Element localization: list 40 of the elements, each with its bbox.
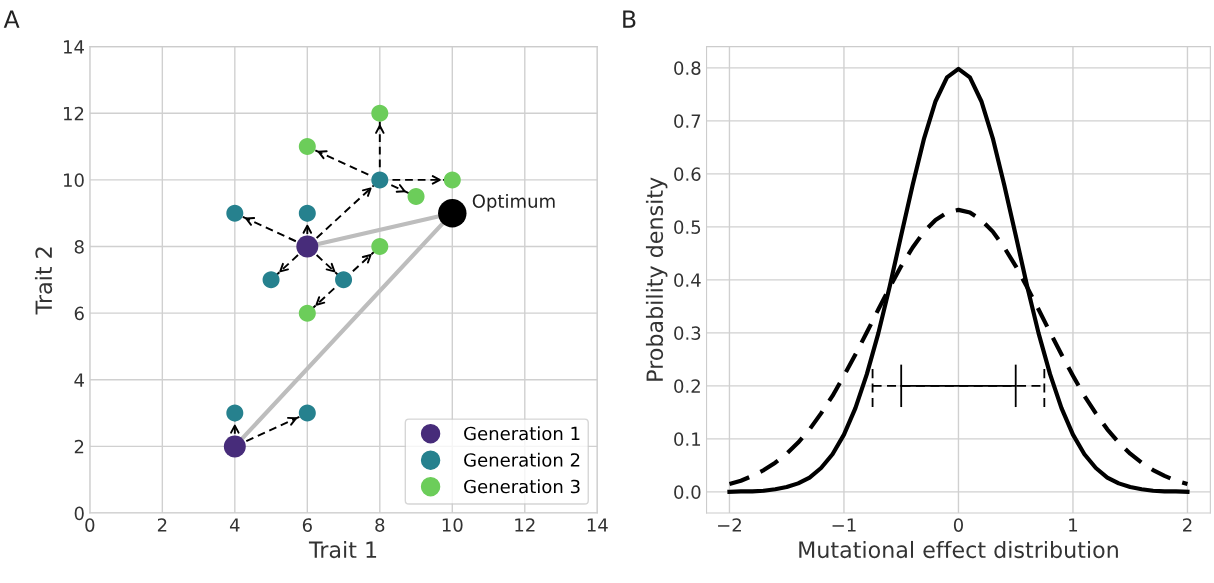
y-tick-label: 2 (74, 439, 84, 454)
legend-label: Generation 2 (464, 452, 580, 467)
x-tick-label: 0 (953, 518, 963, 532)
x-tick-label: 10 (442, 518, 463, 532)
y-tick-label: 4 (74, 373, 84, 387)
x-tick-label: 2 (1183, 518, 1192, 532)
y-tick-label: 0.7 (674, 114, 701, 128)
x-tick-label: −2 (718, 518, 741, 532)
y-tick-label: 0 (74, 506, 84, 521)
x-tick-label: 14 (587, 518, 608, 532)
y-tick-label: 14 (63, 40, 84, 54)
x-tick-label: 8 (375, 518, 385, 532)
y-tick-label: 0.1 (674, 432, 701, 446)
x-axis-title: Mutational effect distribution (799, 540, 1118, 559)
y-tick-label: 0.4 (674, 273, 701, 287)
x-tick-label: 1 (1069, 518, 1078, 532)
chart-title: B (623, 10, 636, 28)
x-tick-label: −1 (832, 518, 856, 532)
legend-label: Generation 1 (464, 426, 580, 441)
x-tick-label: 4 (229, 518, 240, 532)
x-tick-label: 6 (302, 518, 312, 532)
y-tick-label: 12 (63, 106, 84, 121)
y-axis-title: Trait 2 (34, 247, 53, 315)
annotation: Optimum (472, 193, 555, 212)
x-tick-label: 2 (157, 518, 167, 532)
y-tick-label: 10 (63, 173, 84, 188)
y-tick-label: 0.5 (674, 220, 701, 234)
x-tick-label: 0 (85, 518, 95, 532)
y-tick-label: 0.8 (674, 61, 701, 75)
y-tick-label: 0.3 (674, 326, 701, 340)
legend-label: Generation 3 (464, 479, 580, 494)
y-tick-label: 0.6 (674, 167, 701, 181)
x-axis-title: Trait 1 (308, 540, 377, 559)
y-tick-label: 0.2 (674, 379, 700, 393)
y-tick-label: 6 (74, 306, 84, 321)
y-axis-title: Probability density (645, 177, 668, 381)
chart-title: A (3, 10, 20, 28)
y-tick-label: 8 (74, 239, 84, 254)
y-tick-label: 0.0 (674, 485, 701, 499)
x-tick-label: 12 (515, 518, 535, 532)
